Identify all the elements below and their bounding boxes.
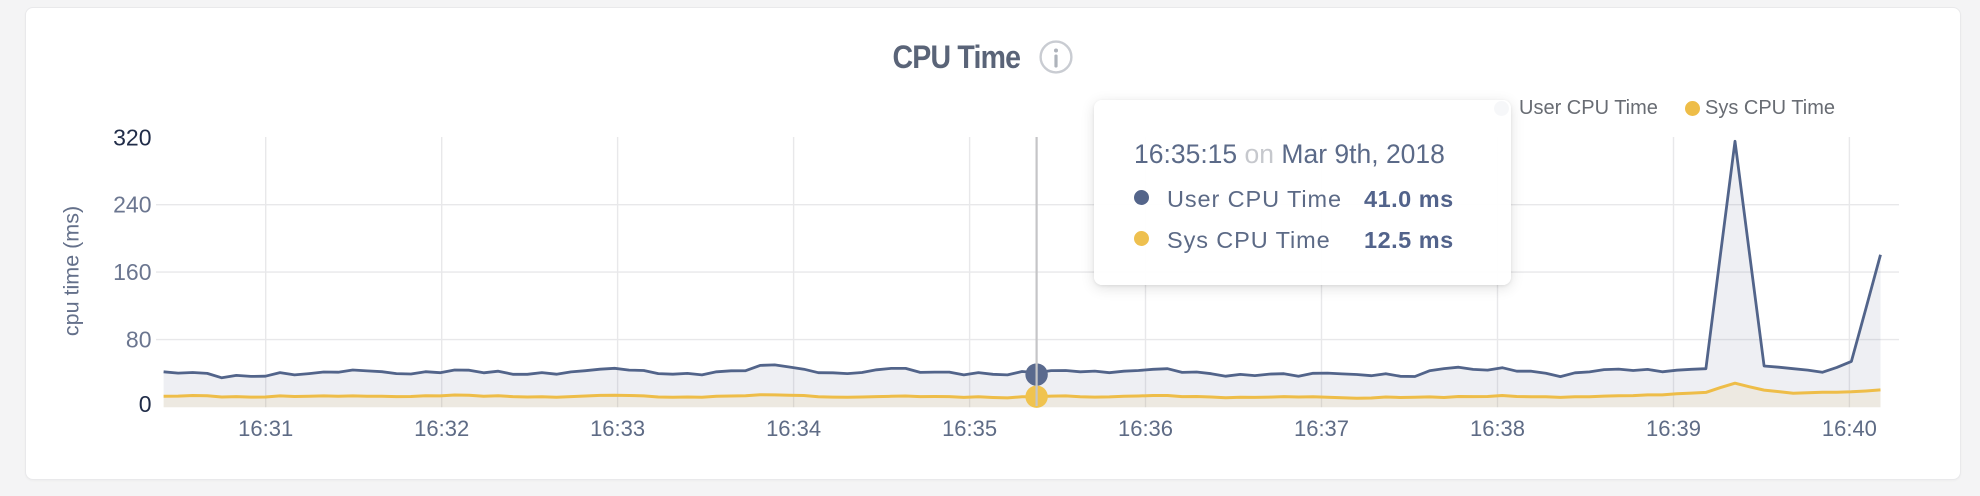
svg-text:16:37: 16:37 [1294, 416, 1349, 441]
svg-text:240: 240 [113, 192, 151, 218]
svg-text:16:39: 16:39 [1646, 416, 1701, 441]
svg-text:0: 0 [139, 391, 152, 417]
svg-text:16:36: 16:36 [1118, 416, 1173, 441]
svg-text:160: 160 [113, 259, 151, 285]
svg-text:16:34: 16:34 [766, 416, 821, 441]
svg-text:16:35: 16:35 [942, 416, 997, 441]
svg-text:16:38: 16:38 [1470, 416, 1525, 441]
svg-text:16:31: 16:31 [238, 416, 293, 441]
svg-text:cpu time (ms): cpu time (ms) [60, 206, 84, 336]
svg-text:80: 80 [126, 327, 152, 353]
svg-text:16:32: 16:32 [414, 416, 469, 441]
svg-text:320: 320 [113, 124, 151, 150]
svg-text:16:33: 16:33 [590, 416, 645, 441]
svg-text:16:40: 16:40 [1822, 416, 1877, 441]
